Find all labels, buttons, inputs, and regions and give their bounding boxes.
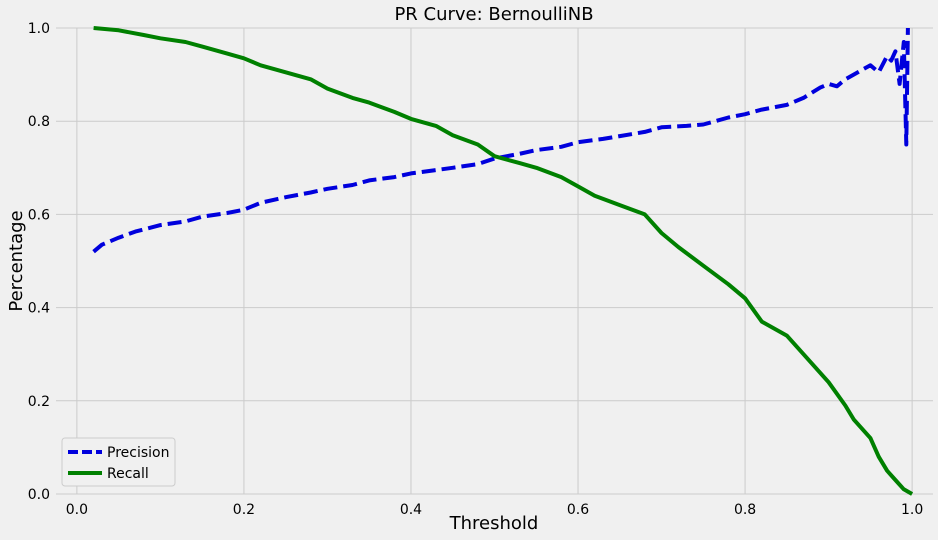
grid	[56, 27, 933, 495]
x-tick-label: 0.2	[233, 502, 255, 518]
y-tick-label: 0.8	[28, 114, 50, 130]
legend: Precision Recall	[61, 437, 176, 487]
x-tick-label: 0.4	[400, 502, 422, 518]
chart-title: PR Curve: BernoulliNB	[394, 4, 593, 25]
y-tick-labels: 0.0 0.2 0.4 0.6 0.8 1.0	[28, 21, 50, 503]
x-tick-label: 1.0	[901, 502, 923, 518]
y-tick-label: 0.0	[28, 487, 50, 503]
y-tick-label: 0.2	[28, 394, 50, 410]
y-axis-title: Percentage	[6, 210, 27, 311]
x-tick-label: 0.8	[734, 502, 756, 518]
x-tick-label: 0.6	[567, 502, 589, 518]
x-tick-label: 0.0	[66, 502, 88, 518]
x-tick-labels: 0.0 0.2 0.4 0.6 0.8 1.0	[66, 502, 924, 518]
x-axis-title: Threshold	[449, 513, 539, 534]
series-layer	[92, 26, 914, 496]
y-tick-label: 1.0	[28, 21, 50, 37]
y-tick-label: 0.4	[28, 301, 50, 317]
y-tick-label: 0.6	[28, 207, 50, 223]
legend-precision-label: Precision	[107, 445, 169, 461]
legend-recall-label: Recall	[107, 466, 149, 482]
series-line-precision	[92, 27, 910, 254]
series-line-recall	[93, 26, 914, 496]
